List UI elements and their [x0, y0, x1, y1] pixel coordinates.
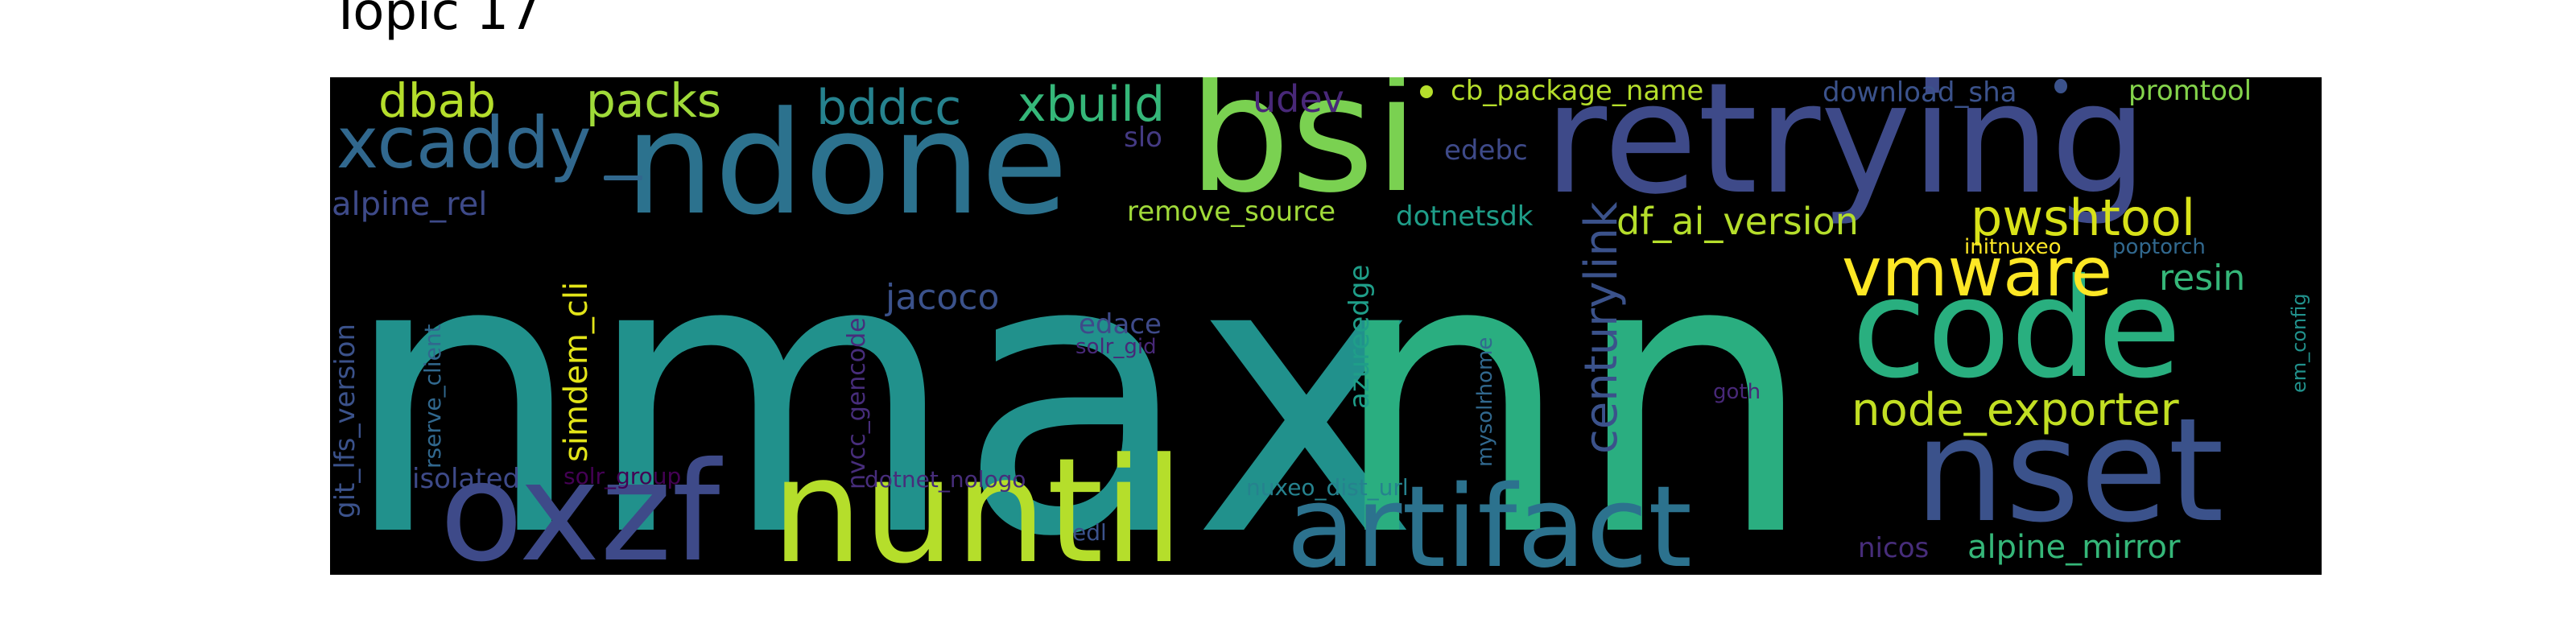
word: nn [1330, 175, 1816, 575]
word: dotnet_nologo [865, 466, 1026, 493]
word: em_config [2288, 293, 2310, 393]
word: packs [586, 77, 722, 128]
word: azureedge [1344, 264, 1376, 409]
word: retrying [1544, 77, 2148, 228]
word: isolated [412, 463, 521, 495]
word: node_exporter [1852, 384, 2179, 436]
word: download_sha [1823, 77, 2017, 109]
word: oxzf [440, 433, 720, 575]
word: dotnetsdk [1396, 200, 1534, 233]
dash-mark [604, 175, 642, 180]
word: nmax [341, 175, 1419, 575]
word: bsi [1188, 77, 1419, 229]
word: dbab [378, 77, 496, 128]
word: code [1852, 250, 2182, 409]
word: edl [1072, 519, 1107, 546]
word: resin [2159, 258, 2246, 299]
word: pwshtool [1971, 188, 2196, 247]
word: bddcc [816, 80, 962, 136]
word: solr_gid [1075, 335, 1157, 359]
word: nvcc_gencode [843, 317, 871, 489]
dot-mark [1420, 85, 1433, 98]
word: edace [1079, 308, 1162, 341]
word: simdem_cli [558, 281, 595, 462]
figure-title: Topic 17 [330, 0, 542, 42]
word: mysolrhome [1473, 336, 1497, 467]
word: nset [1914, 387, 2224, 554]
word: jacoco [886, 277, 1000, 318]
dot-mark [2054, 79, 2067, 93]
word: alpine_rel [332, 186, 488, 223]
word: remove_source [1127, 196, 1336, 228]
word: nuntil [771, 427, 1184, 576]
word: initnuxeo [1964, 235, 2062, 259]
word-cloud: nmax nn retrying bsi ndone code nset nun… [330, 77, 2322, 575]
word: slo [1124, 122, 1162, 154]
word: git_lfs_version [330, 323, 361, 518]
word: rserve_client [419, 324, 446, 469]
word: poptorch [2112, 235, 2206, 259]
word: xcaddy [336, 101, 592, 184]
word: alpine_mirror [1967, 529, 2181, 566]
word: udev [1253, 77, 1344, 121]
word: solr_group [564, 463, 682, 489]
word: cb_package_name [1451, 77, 1704, 107]
word: promtool [2128, 77, 2252, 107]
word: nuxeo_dist_url [1246, 474, 1409, 501]
word: artifact [1286, 462, 1693, 576]
word: edebc [1444, 134, 1528, 167]
word: goth [1713, 380, 1761, 404]
word: xbuild [1018, 77, 1166, 133]
word: vmware [1842, 233, 2113, 312]
word: nicos [1858, 532, 1930, 564]
word: ndone [625, 81, 1068, 246]
word: df_ai_version [1616, 200, 1859, 243]
